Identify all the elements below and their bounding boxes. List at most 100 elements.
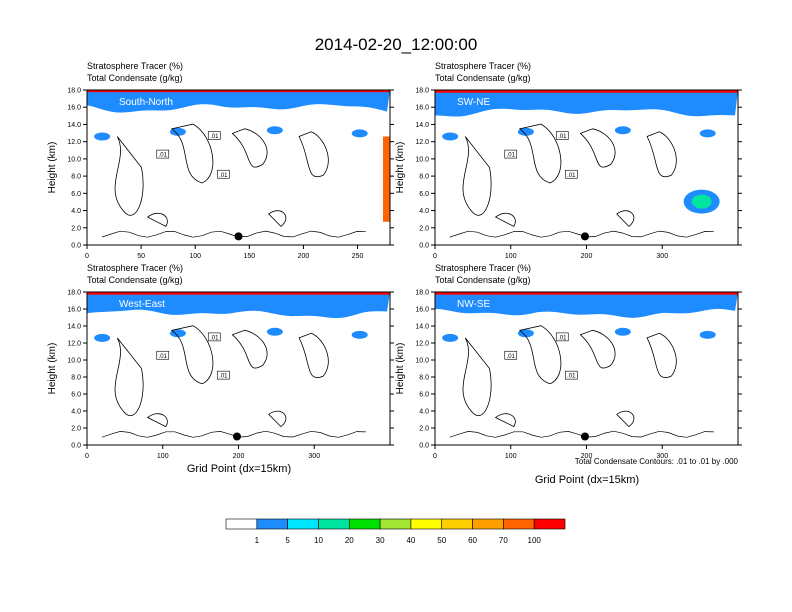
condensate-contour (298, 332, 329, 378)
tracer-blob (442, 132, 459, 141)
y-tick-label: 14.0 (67, 324, 81, 331)
panel-south-north: Stratosphere Tracer (%) Total Condensate … (47, 61, 394, 260)
y-tick-label: 10.0 (415, 156, 429, 163)
y-tick-label: 14.0 (67, 122, 81, 129)
tracer-blob (614, 126, 631, 135)
y-tick-label: 18.0 (67, 88, 81, 95)
contour-label: .01 (567, 173, 576, 179)
tracer-blob (442, 333, 459, 342)
tracer-blob (94, 132, 111, 141)
contour-label: .01 (507, 153, 516, 159)
panel-name: West-East (119, 299, 165, 310)
y-tick-label: 14.0 (415, 324, 429, 331)
condensate-contour (494, 212, 516, 227)
colorbar-label: 10 (314, 536, 323, 545)
x-axis-label-left: Grid Point (dx=15km) (187, 463, 291, 475)
condensate-contour (268, 210, 287, 227)
y-tick-label: 6.0 (419, 392, 429, 399)
x-tick-label: 0 (433, 253, 437, 260)
location-marker (232, 432, 241, 441)
x-tick-label: 100 (505, 253, 517, 260)
tracer-band-top (87, 292, 390, 295)
condensate-contour (462, 136, 492, 216)
contour-label-box (156, 350, 170, 360)
tracer-band (435, 90, 738, 117)
contour-label-box (555, 332, 569, 342)
y-tick-label: 12.0 (415, 341, 429, 348)
panel-header-condensate: Total Condensate (g/kg) (87, 275, 183, 285)
y-tick-label: 6.0 (71, 191, 81, 198)
contour-label-box (555, 131, 569, 140)
y-tick-label: 12.0 (415, 139, 429, 146)
y-tick-label: 2.0 (71, 225, 81, 232)
location-marker (580, 232, 589, 241)
plot-background (435, 90, 738, 245)
y-tick-label: 10.0 (415, 358, 429, 365)
y-tick-label: 0.0 (71, 443, 81, 450)
tracer-blob (94, 333, 111, 342)
contour-note: Total Condensate Contours: .01 to .01 by… (575, 457, 739, 466)
x-axis-label-right: Grid Point (dx=15km) (535, 474, 639, 486)
x-tick-label: 200 (298, 253, 310, 260)
contour-label-box (207, 332, 221, 342)
y-tick-label: 16.0 (415, 307, 429, 314)
tracer-blob (351, 330, 368, 339)
contour-label: .01 (558, 134, 567, 140)
contour-label-box (504, 350, 518, 360)
y-tick-label: 16.0 (67, 307, 81, 314)
contour-label: .01 (159, 354, 168, 360)
colorbar-label: 100 (528, 536, 542, 545)
tracer-blob (351, 129, 368, 138)
y-tick-label: 8.0 (71, 174, 81, 181)
x-tick-label: 300 (656, 253, 668, 260)
plot-background (87, 90, 390, 245)
condensate-contour-ground (101, 430, 366, 438)
condensate-contour (231, 128, 268, 168)
tracer-blob (266, 126, 283, 135)
x-tick-label: 0 (85, 253, 89, 260)
condensate-contour (646, 332, 677, 378)
tracer-band-top (435, 90, 738, 93)
y-tick-label: 2.0 (419, 225, 429, 232)
x-tick-label: 100 (505, 453, 517, 460)
panel-plot-area: .01 .01 .01 (87, 90, 390, 245)
y-tick-label: 18.0 (415, 88, 429, 95)
panel-plot-area: .01 .01 .01 (87, 292, 390, 445)
condensate-contour-ground (449, 430, 714, 438)
condensate-contour (146, 212, 168, 227)
colorbar-swatch (503, 518, 535, 530)
condensate-contour (518, 123, 562, 184)
tracer-band (435, 292, 738, 318)
tracer-band (87, 292, 390, 318)
y-tick-label: 18.0 (67, 290, 81, 297)
location-marker (234, 232, 243, 241)
y-tick-label: 18.0 (415, 290, 429, 297)
y-axis-label: Height (km) (395, 142, 406, 194)
figure-title: 2014-02-20_12:00:00 (315, 35, 478, 54)
y-tick-label: 8.0 (419, 375, 429, 382)
y-tick-label: 4.0 (71, 208, 81, 215)
panel-header-condensate: Total Condensate (g/kg) (435, 73, 531, 83)
condensate-contour (579, 128, 616, 168)
condensate-contour-ground (449, 230, 714, 238)
panel-sw-ne: Stratosphere Tracer (%) Total Condensate … (395, 61, 742, 260)
panel-header-condensate: Total Condensate (g/kg) (87, 73, 183, 83)
y-tick-label: 4.0 (419, 208, 429, 215)
panel-name: South-North (119, 97, 173, 108)
x-tick-label: 50 (137, 253, 145, 260)
contour-label: .01 (210, 335, 219, 341)
tracer-blob (169, 127, 186, 136)
condensate-contour (579, 329, 616, 369)
contour-label: .01 (219, 374, 228, 380)
contour-label: .01 (159, 153, 168, 159)
y-tick-label: 16.0 (415, 105, 429, 112)
colorbar-swatch (410, 518, 443, 530)
panel-header-tracer: Stratosphere Tracer (%) (435, 263, 531, 273)
contour-label: .01 (219, 173, 228, 179)
contour-label-box (217, 169, 230, 179)
x-tick-label: 200 (233, 453, 245, 460)
condensate-contour (616, 210, 635, 227)
condensate-contour (231, 329, 268, 369)
tracer-blob-core (691, 194, 712, 209)
tracer-blob (699, 330, 716, 339)
